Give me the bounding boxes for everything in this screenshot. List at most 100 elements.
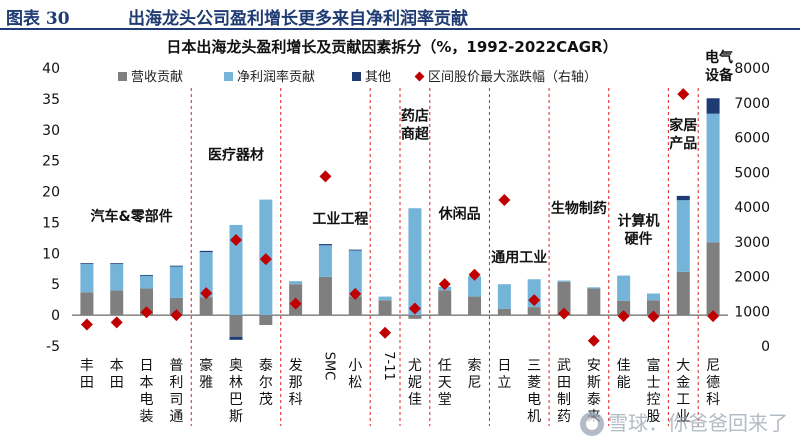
marker-max-drawdown	[587, 334, 600, 347]
bar-revenue	[706, 242, 720, 316]
bar-other	[676, 195, 690, 201]
marker-max-drawdown	[349, 287, 362, 300]
marker-max-drawdown	[528, 294, 541, 307]
marker-max-drawdown	[379, 326, 392, 339]
bar-chart: 日本出海龙头盈利增长及贡献因素拆分（%，1992-2022CAGR） 营收贡献 净…	[42, 38, 770, 426]
y2-tick-label: 8000	[734, 61, 770, 77]
x-tick-label: 日立	[497, 358, 511, 391]
x-tick-label: 三菱电机	[527, 358, 541, 425]
marker-max-drawdown	[319, 170, 332, 183]
bar-revenue	[527, 307, 541, 316]
x-tick-label: 本田	[110, 358, 124, 391]
group-label: 设备	[705, 67, 734, 84]
x-tick-label: 泰尔茂	[259, 358, 273, 408]
watermark: 雪球：你爸爸回来了	[580, 407, 788, 436]
group-label: 药店	[401, 108, 429, 125]
bar-revenue	[587, 288, 601, 316]
y2-tick-label: 2000	[734, 270, 770, 286]
y2-tick-label: 5000	[734, 165, 770, 181]
legend-max-drawdown-swatch	[414, 71, 425, 82]
bar-other	[199, 250, 213, 253]
bar-revenue	[80, 292, 94, 316]
x-tick-label: 小松	[348, 358, 362, 391]
y2-tick-label: 4000	[734, 200, 770, 216]
bar-margin	[169, 266, 183, 298]
y-tick-label: 30	[42, 123, 60, 139]
group-label: 通用工业	[491, 250, 547, 266]
legend-margin-swatch	[224, 72, 233, 81]
group-label: 计算机	[618, 213, 660, 230]
bar-margin	[468, 276, 482, 297]
bar-revenue	[229, 315, 243, 337]
group-label: 商超	[401, 126, 430, 143]
bar-other	[318, 244, 332, 246]
bar-revenue	[378, 300, 392, 316]
marker-max-drawdown	[498, 194, 511, 207]
marker-max-drawdown	[230, 234, 242, 247]
bar-revenue	[140, 288, 154, 316]
bar-other	[169, 265, 183, 267]
chart-title: 日本出海龙头盈利增长及贡献因素拆分（%，1992-2022CAGR）	[166, 38, 617, 56]
watermark-text: 雪球：你爸爸回来了	[608, 410, 788, 435]
bar-other	[229, 336, 243, 340]
y2-tick-label: 6000	[734, 131, 770, 147]
marker-max-drawdown	[110, 316, 123, 329]
bar-margin	[557, 280, 571, 282]
y-tick-label: 5	[51, 277, 60, 293]
bar-margin	[348, 250, 362, 297]
marker-max-drawdown	[617, 310, 630, 323]
legend: 营收贡献 净利润率贡献 其他 区间股价最大涨跌幅（右轴）	[118, 69, 597, 85]
bar-revenue	[318, 276, 332, 316]
group-label: 电气	[705, 49, 733, 66]
bar-revenue	[497, 308, 511, 316]
bar-margin	[140, 275, 154, 289]
y-tick-label: -5	[46, 339, 60, 355]
figure-header: 图表 30 出海龙头公司盈利增长更多来自净利润率贡献	[0, 0, 800, 30]
group-label: 休闲品	[438, 206, 481, 223]
marker-max-drawdown	[647, 310, 660, 323]
figure-subtitle: 出海龙头公司盈利增长更多来自净利润率贡献	[128, 9, 468, 29]
x-tick-label: 7-11	[381, 351, 396, 381]
bar-margin	[318, 245, 332, 277]
bar-other	[110, 263, 124, 265]
bar-revenue	[438, 290, 452, 316]
y2-tick-label: 7000	[734, 96, 770, 112]
bar-margin	[229, 224, 243, 316]
legend-other-label: 其他	[365, 70, 391, 85]
y-tick-label: 40	[42, 61, 60, 77]
x-tick-label: 发那科	[289, 358, 303, 408]
bar-margin	[676, 200, 690, 272]
x-tick-label: 尤妮佳	[408, 358, 422, 408]
bar-margin	[199, 252, 213, 298]
marker-max-drawdown	[140, 306, 153, 319]
bar-revenue	[199, 297, 213, 316]
group-label: 产品	[669, 135, 697, 152]
marker-max-drawdown	[438, 278, 451, 291]
y2-tick-label: 3000	[734, 235, 770, 251]
group-label: 汽车&零部件	[91, 208, 173, 225]
axes: -5 0 5 10 15 20 25 30 35 40 0 1000 2000 3000 4000 5000 6…	[42, 61, 770, 355]
bar-margin	[110, 263, 124, 291]
group-label: 生物制药	[551, 200, 607, 217]
figure-label: 图表 30	[6, 9, 70, 29]
x-tick-label: 富士控股	[646, 357, 660, 425]
x-tick-label: 丰田	[80, 358, 94, 391]
y-tick-label: 15	[42, 215, 60, 231]
bar-revenue	[408, 315, 422, 319]
x-tick-label: 普利司通	[169, 358, 183, 425]
x-tick-label: 佳能	[617, 358, 631, 391]
max-drawdown-markers	[80, 88, 720, 347]
marker-max-drawdown	[170, 309, 183, 322]
bar-revenue	[259, 315, 273, 325]
snowball-logo-icon	[580, 412, 604, 436]
group-label: 家居	[669, 117, 697, 134]
bar-revenue	[557, 281, 571, 316]
x-tick-label: 尼德科	[706, 358, 720, 408]
x-tick-label: 大金工业	[676, 358, 690, 425]
bar-revenue	[110, 290, 124, 316]
x-tick-label: 索尼	[468, 357, 482, 391]
marker-max-drawdown	[200, 287, 213, 300]
bar-revenue	[646, 300, 660, 316]
